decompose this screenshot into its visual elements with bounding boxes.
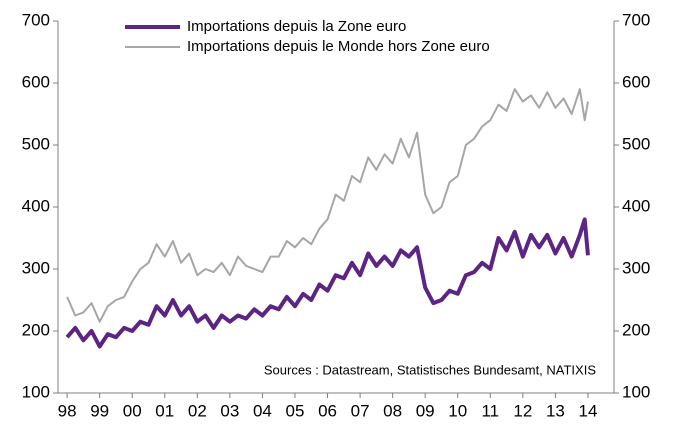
y2-tick-label: 400 — [622, 196, 650, 215]
x-tick-label: 10 — [448, 401, 467, 420]
y-tick-label: 200 — [22, 320, 50, 339]
y-tick-label: 100 — [22, 382, 50, 401]
series-line — [65, 217, 590, 349]
y-tick-label: 300 — [22, 258, 50, 277]
x-tick-label: 12 — [513, 401, 532, 420]
legend-label: Importations depuis la Zone euro — [187, 18, 406, 35]
x-tick-label: 09 — [416, 401, 435, 420]
x-tick-label: 04 — [253, 401, 272, 420]
y-tick-label: 700 — [22, 10, 50, 29]
x-tick-label: 13 — [546, 401, 565, 420]
y2-tick-label: 500 — [622, 134, 650, 153]
x-tick-label: 06 — [318, 401, 337, 420]
y2-tick-label: 200 — [622, 320, 650, 339]
series-line — [66, 88, 589, 323]
annotation: Sources : Datastream, Statistisches Bund… — [264, 362, 596, 377]
y2-tick-label: 600 — [622, 72, 650, 91]
x-tick-label: 00 — [123, 401, 142, 420]
x-tick-label: 03 — [220, 401, 239, 420]
x-tick-label: 11 — [481, 401, 499, 420]
x-tick-label: 99 — [90, 401, 109, 420]
y-tick-label: 400 — [22, 196, 50, 215]
x-tick-label: 01 — [155, 401, 174, 420]
x-tick-label: 98 — [58, 401, 77, 420]
y2-tick-label: 100 — [622, 382, 650, 401]
x-tick-label: 05 — [286, 401, 305, 420]
x-tick-label: 08 — [383, 401, 402, 420]
y2-tick-label: 300 — [622, 258, 650, 277]
y-tick-label: 600 — [22, 72, 50, 91]
legend-label: Importations depuis le Monde hors Zone e… — [187, 38, 490, 55]
x-tick-label: 02 — [188, 401, 207, 420]
y-tick-label: 500 — [22, 134, 50, 153]
x-tick-label: 14 — [578, 401, 597, 420]
y2-tick-label: 700 — [622, 10, 650, 29]
x-tick-label: 07 — [351, 401, 370, 420]
